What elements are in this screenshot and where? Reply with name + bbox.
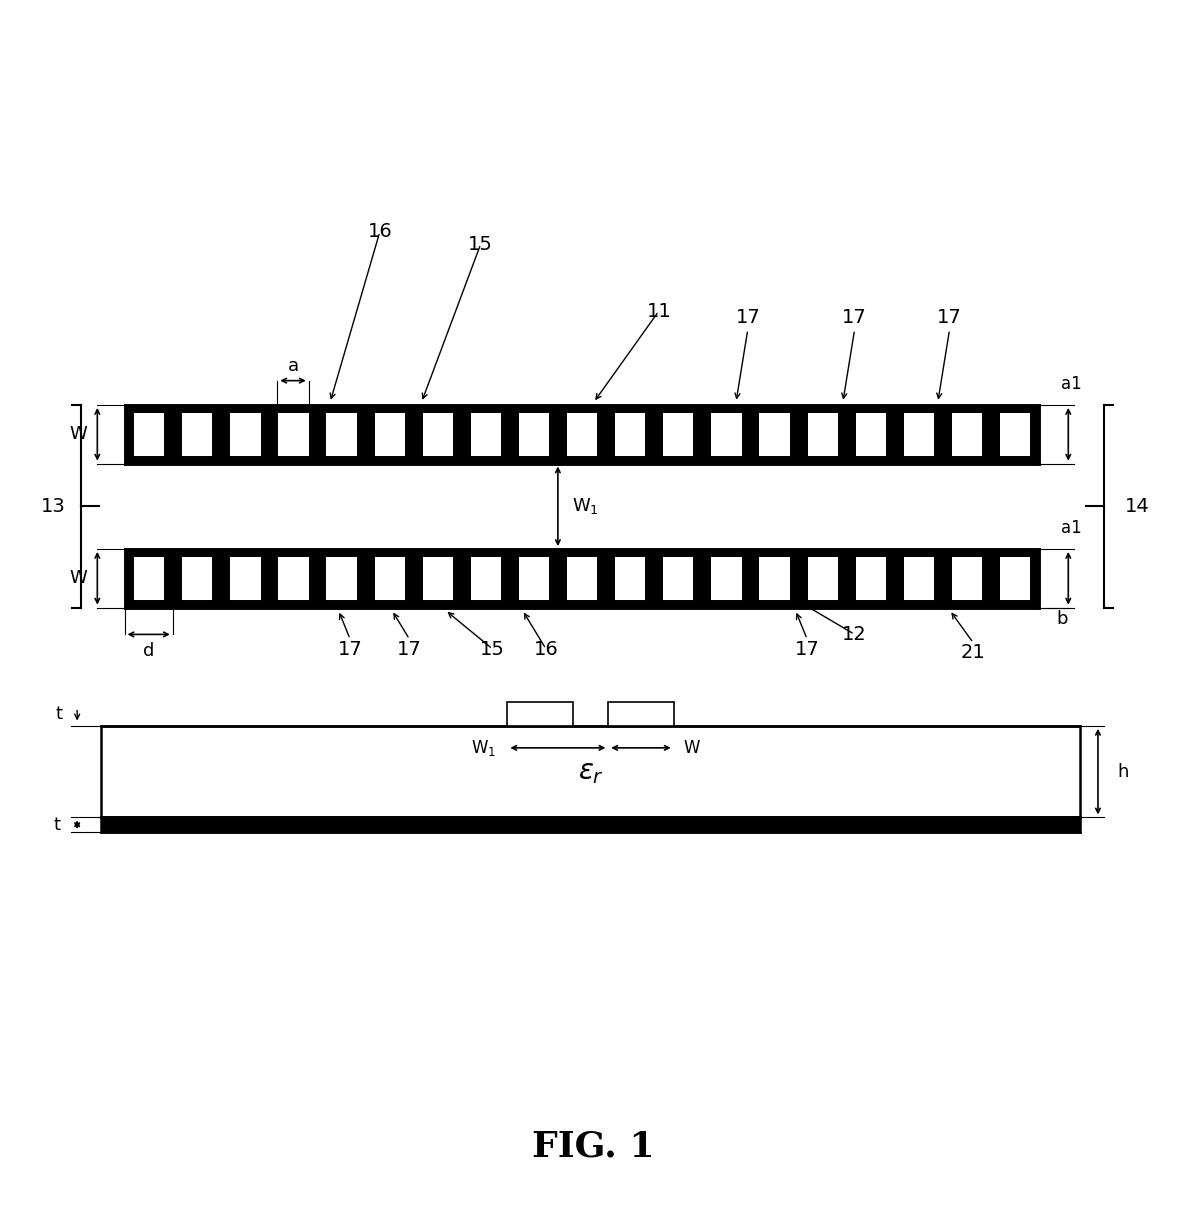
Bar bbox=[855, 556, 886, 600]
Bar bbox=[325, 412, 357, 456]
Text: W: W bbox=[70, 426, 87, 443]
Bar bbox=[101, 726, 1080, 817]
Bar bbox=[229, 412, 260, 456]
Bar bbox=[278, 412, 309, 456]
Bar bbox=[758, 556, 789, 600]
Text: 17: 17 bbox=[338, 639, 362, 659]
Bar bbox=[470, 412, 501, 456]
Text: 17: 17 bbox=[843, 307, 867, 327]
Text: 12: 12 bbox=[843, 625, 867, 644]
Bar bbox=[278, 556, 309, 600]
Bar bbox=[609, 702, 674, 726]
Bar bbox=[421, 556, 453, 600]
Bar bbox=[566, 412, 597, 456]
Text: 17: 17 bbox=[398, 639, 421, 659]
Bar bbox=[374, 556, 405, 600]
Text: t: t bbox=[53, 816, 61, 833]
Bar bbox=[999, 412, 1030, 456]
Bar bbox=[903, 556, 934, 600]
Bar bbox=[614, 556, 646, 600]
Bar bbox=[951, 412, 982, 456]
Bar bbox=[133, 556, 164, 600]
Bar bbox=[999, 556, 1030, 600]
Text: W: W bbox=[70, 570, 87, 587]
Bar bbox=[518, 412, 550, 456]
Text: 16: 16 bbox=[534, 639, 558, 659]
Bar bbox=[710, 556, 742, 600]
Text: 17: 17 bbox=[795, 639, 819, 659]
Bar bbox=[229, 556, 260, 600]
Text: W$_1$: W$_1$ bbox=[470, 738, 496, 758]
Bar bbox=[182, 556, 212, 600]
Bar bbox=[758, 412, 789, 456]
Text: a1: a1 bbox=[1061, 518, 1083, 537]
Bar bbox=[855, 412, 886, 456]
Bar bbox=[614, 412, 646, 456]
Text: $\varepsilon_r$: $\varepsilon_r$ bbox=[578, 758, 603, 786]
Bar bbox=[710, 412, 742, 456]
Text: FIG. 1: FIG. 1 bbox=[532, 1130, 655, 1164]
Bar bbox=[951, 556, 982, 600]
Bar bbox=[806, 556, 838, 600]
Bar bbox=[325, 556, 357, 600]
Bar bbox=[374, 412, 405, 456]
Text: h: h bbox=[1117, 762, 1129, 781]
Text: a: a bbox=[287, 357, 299, 375]
Text: 16: 16 bbox=[368, 222, 392, 242]
Bar bbox=[101, 817, 1080, 832]
Bar bbox=[518, 556, 550, 600]
Text: 17: 17 bbox=[736, 307, 760, 327]
Text: 14: 14 bbox=[1125, 497, 1149, 516]
Bar bbox=[125, 549, 1039, 608]
Bar bbox=[903, 412, 934, 456]
Text: W$_1$: W$_1$ bbox=[572, 497, 599, 516]
Text: 15: 15 bbox=[481, 639, 504, 659]
Bar bbox=[662, 556, 693, 600]
Text: 15: 15 bbox=[469, 234, 493, 254]
Text: 21: 21 bbox=[961, 643, 985, 662]
Bar bbox=[421, 412, 453, 456]
Text: d: d bbox=[142, 643, 154, 660]
Text: W: W bbox=[684, 739, 699, 756]
Text: 11: 11 bbox=[647, 301, 671, 321]
Bar bbox=[566, 556, 597, 600]
Text: a1: a1 bbox=[1061, 375, 1083, 393]
Bar bbox=[125, 405, 1039, 464]
Text: 17: 17 bbox=[938, 307, 961, 327]
Text: 13: 13 bbox=[42, 497, 65, 516]
Bar bbox=[182, 412, 212, 456]
Bar bbox=[125, 549, 1039, 608]
Bar bbox=[662, 412, 693, 456]
Text: b: b bbox=[1056, 610, 1068, 628]
Bar bbox=[806, 412, 838, 456]
Bar bbox=[470, 556, 501, 600]
Bar bbox=[133, 412, 164, 456]
Text: t: t bbox=[56, 705, 63, 722]
Bar bbox=[125, 405, 1039, 464]
Bar bbox=[508, 702, 572, 726]
